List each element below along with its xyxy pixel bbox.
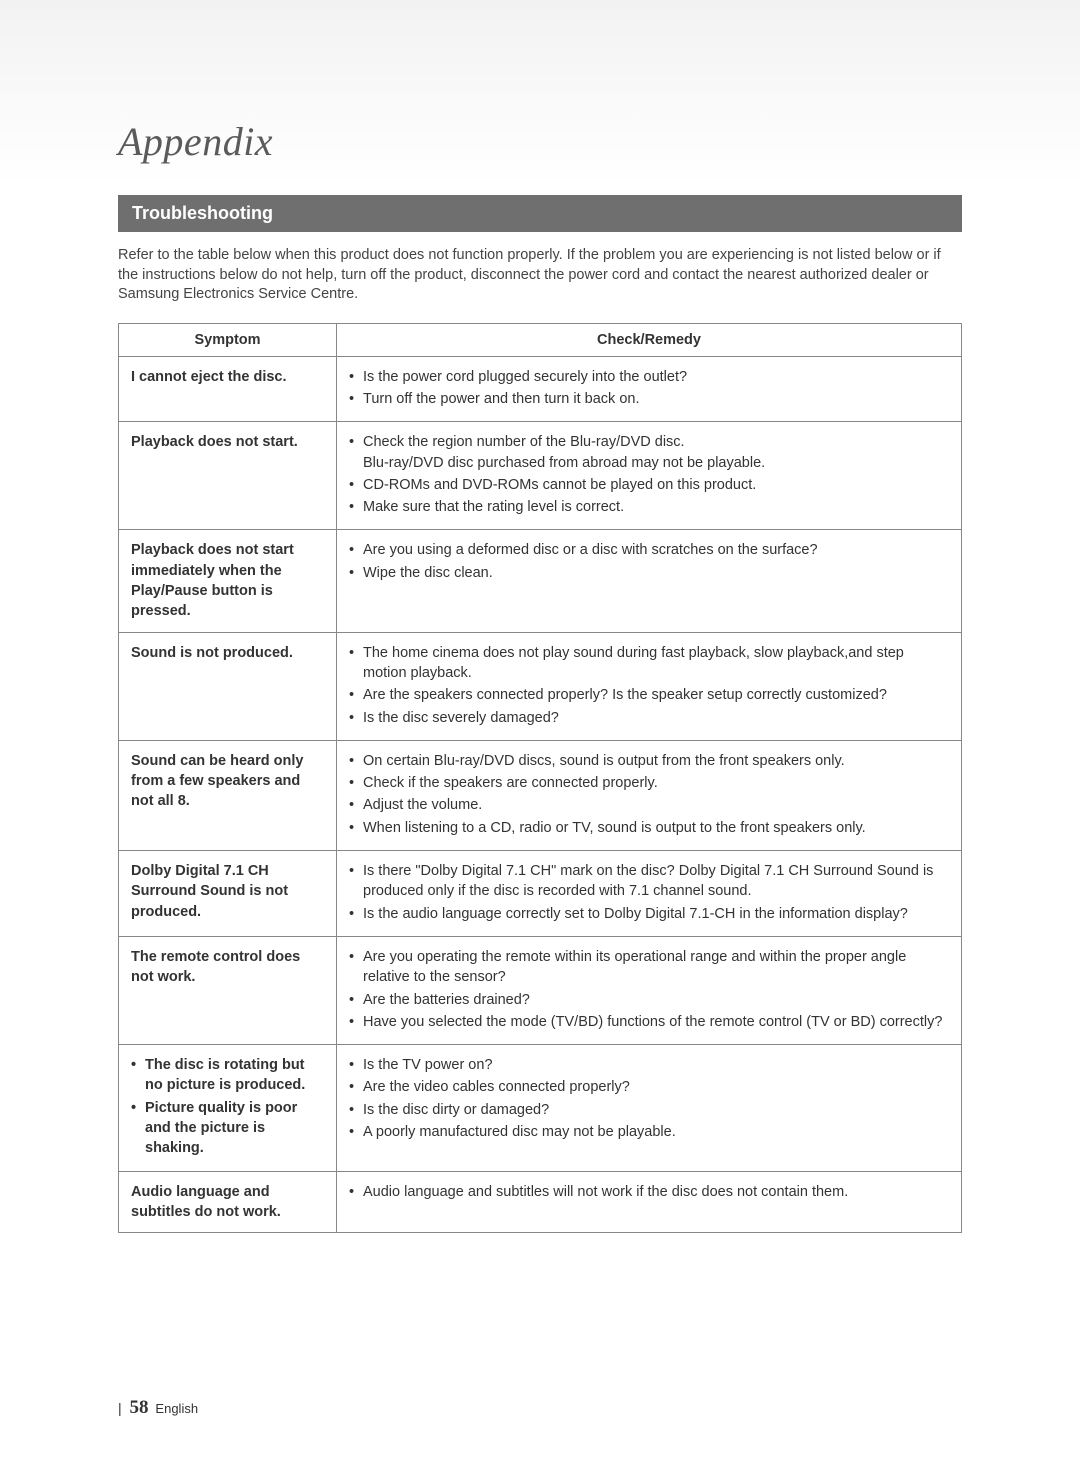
symptom-item: The disc is rotating but no picture is p… (131, 1055, 324, 1096)
remedy-cell: On certain Blu-ray/DVD discs, sound is o… (337, 740, 962, 850)
remedy-item: Make sure that the rating level is corre… (349, 497, 949, 517)
symptom-cell: I cannot eject the disc. (119, 356, 337, 422)
symptom-cell: The disc is rotating but no picture is p… (119, 1045, 337, 1171)
remedy-list: On certain Blu-ray/DVD discs, sound is o… (349, 751, 949, 838)
remedy-item: Is there "Dolby Digital 7.1 CH" mark on … (349, 861, 949, 902)
footer-pipe: | (118, 1400, 122, 1416)
remedy-list: The home cinema does not play sound duri… (349, 643, 949, 728)
content-area: Troubleshooting Refer to the table below… (0, 195, 1080, 1233)
remedy-item: Check the region number of the Blu-ray/D… (349, 432, 949, 473)
remedy-cell: Is the power cord plugged securely into … (337, 356, 962, 422)
remedy-item: Is the audio language correctly set to D… (349, 904, 949, 924)
remedy-item: On certain Blu-ray/DVD discs, sound is o… (349, 751, 949, 771)
remedy-item: Are the video cables connected properly? (349, 1077, 949, 1097)
remedy-item: The home cinema does not play sound duri… (349, 643, 949, 684)
remedy-list: Is the TV power on?Are the video cables … (349, 1055, 949, 1142)
remedy-item: Turn off the power and then turn it back… (349, 389, 949, 409)
remedy-item: Is the disc dirty or damaged? (349, 1100, 949, 1120)
symptom-cell: Audio language and subtitles do not work… (119, 1171, 337, 1233)
intro-text: Refer to the table below when this produ… (118, 246, 962, 305)
remedy-cell: Is the TV power on?Are the video cables … (337, 1045, 962, 1171)
table-row: Audio language and subtitles do not work… (119, 1171, 962, 1233)
troubleshooting-table: Symptom Check/Remedy I cannot eject the … (118, 323, 962, 1234)
page-title: Appendix (118, 118, 273, 165)
remedy-list: Is the power cord plugged securely into … (349, 367, 949, 410)
remedy-cell: Check the region number of the Blu-ray/D… (337, 422, 962, 530)
page-number: 58 (130, 1397, 149, 1418)
remedy-item: Are you operating the remote within its … (349, 947, 949, 988)
page-footer: | 58 English (118, 1397, 198, 1419)
table-body: I cannot eject the disc. Is the power cor… (119, 356, 962, 1233)
remedy-item: Audio language and subtitles will not wo… (349, 1182, 949, 1202)
remedy-list: Are you operating the remote within its … (349, 947, 949, 1032)
col-header-symptom: Symptom (119, 323, 337, 356)
symptom-cell: The remote control does not work. (119, 936, 337, 1044)
remedy-item: CD-ROMs and DVD-ROMs cannot be played on… (349, 475, 949, 495)
remedy-item: Wipe the disc clean. (349, 563, 949, 583)
remedy-item: Adjust the volume. (349, 795, 949, 815)
table-row: I cannot eject the disc. Is the power cor… (119, 356, 962, 422)
table-row: Playback does not start immediately when… (119, 530, 962, 632)
remedy-cell: Are you operating the remote within its … (337, 936, 962, 1044)
remedy-item: A poorly manufactured disc may not be pl… (349, 1122, 949, 1142)
remedy-item: Is the power cord plugged securely into … (349, 367, 949, 387)
header-band: Appendix (0, 0, 1080, 185)
remedy-item: When listening to a CD, radio or TV, sou… (349, 818, 949, 838)
symptom-cell: Sound is not produced. (119, 632, 337, 740)
remedy-item: Is the disc severely damaged? (349, 708, 949, 728)
remedy-item: Have you selected the mode (TV/BD) funct… (349, 1012, 949, 1032)
remedy-list: Audio language and subtitles will not wo… (349, 1182, 949, 1202)
symptom-item: Picture quality is poor and the picture … (131, 1098, 324, 1159)
remedy-item: Are you using a deformed disc or a disc … (349, 540, 949, 560)
section-heading: Troubleshooting (118, 195, 962, 232)
symptom-cell: Playback does not start immediately when… (119, 530, 337, 632)
table-row: The remote control does not work. Are you… (119, 936, 962, 1044)
remedy-cell: Are you using a deformed disc or a disc … (337, 530, 962, 632)
symptom-list: The disc is rotating but no picture is p… (131, 1055, 324, 1158)
remedy-item: Is the TV power on? (349, 1055, 949, 1075)
table-row: The disc is rotating but no picture is p… (119, 1045, 962, 1171)
symptom-cell: Sound can be heard only from a few speak… (119, 740, 337, 850)
remedy-list: Is there "Dolby Digital 7.1 CH" mark on … (349, 861, 949, 924)
footer-language: English (155, 1401, 198, 1416)
symptom-cell: Playback does not start. (119, 422, 337, 530)
table-row: Sound is not produced. The home cinema do… (119, 632, 962, 740)
table-row: Dolby Digital 7.1 CH Surround Sound is n… (119, 851, 962, 937)
col-header-remedy: Check/Remedy (337, 323, 962, 356)
remedy-item: Are the speakers connected properly? Is … (349, 685, 949, 705)
symptom-cell: Dolby Digital 7.1 CH Surround Sound is n… (119, 851, 337, 937)
remedy-cell: The home cinema does not play sound duri… (337, 632, 962, 740)
remedy-cell: Audio language and subtitles will not wo… (337, 1171, 962, 1233)
table-row: Sound can be heard only from a few speak… (119, 740, 962, 850)
remedy-item: Are the batteries drained? (349, 990, 949, 1010)
table-row: Playback does not start. Check the region… (119, 422, 962, 530)
remedy-list: Are you using a deformed disc or a disc … (349, 540, 949, 583)
remedy-list: Check the region number of the Blu-ray/D… (349, 432, 949, 517)
remedy-item: Check if the speakers are connected prop… (349, 773, 949, 793)
remedy-cell: Is there "Dolby Digital 7.1 CH" mark on … (337, 851, 962, 937)
